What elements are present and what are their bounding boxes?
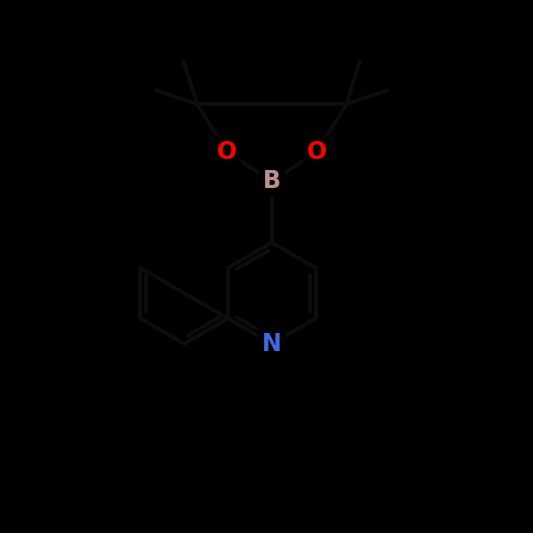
Text: N: N bbox=[262, 332, 282, 356]
Text: O: O bbox=[307, 140, 327, 164]
Text: O: O bbox=[216, 140, 237, 164]
Text: B: B bbox=[263, 169, 281, 193]
